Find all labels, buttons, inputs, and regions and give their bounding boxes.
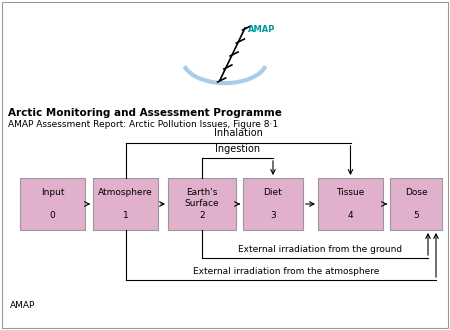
- Bar: [168, 178, 236, 230]
- Text: Arctic Monitoring and Assessment Programme: Arctic Monitoring and Assessment Program…: [8, 108, 282, 118]
- Bar: [93, 178, 158, 230]
- Bar: [318, 178, 383, 230]
- Text: Tissue

4: Tissue 4: [336, 188, 364, 220]
- Bar: [390, 178, 442, 230]
- Text: AMAP: AMAP: [248, 25, 275, 35]
- Text: AMAP: AMAP: [10, 301, 36, 310]
- Text: External irradiation from the ground: External irradiation from the ground: [238, 245, 402, 254]
- Text: Inhalation: Inhalation: [214, 128, 262, 138]
- Text: Diet

3: Diet 3: [264, 188, 283, 220]
- Text: Ingestion: Ingestion: [215, 144, 260, 154]
- Bar: [20, 178, 85, 230]
- Text: External irradiation from the atmosphere: External irradiation from the atmosphere: [193, 267, 379, 276]
- Text: Earth's
Surface
2: Earth's Surface 2: [184, 188, 219, 220]
- Text: Dose

5: Dose 5: [405, 188, 428, 220]
- Text: Atmosphere

1: Atmosphere 1: [98, 188, 153, 220]
- Text: Input

0: Input 0: [41, 188, 64, 220]
- Text: AMAP Assessment Report: Arctic Pollution Issues, Figure 8·1: AMAP Assessment Report: Arctic Pollution…: [8, 120, 278, 129]
- Bar: [243, 178, 303, 230]
